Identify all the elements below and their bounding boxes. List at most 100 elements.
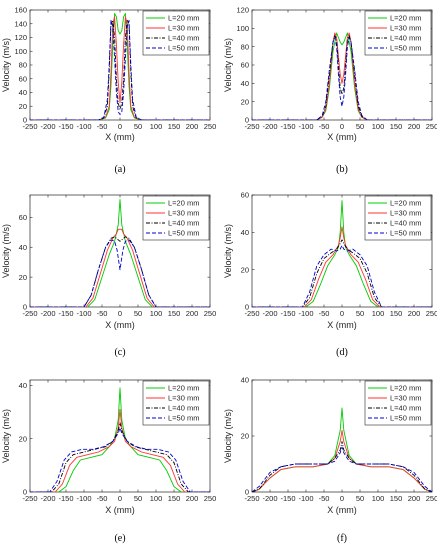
x-tick-label: 200: [408, 494, 421, 503]
x-tick-label: 0: [340, 494, 344, 503]
y-tick-label: 100: [236, 24, 249, 33]
legend-entry-label: L=50 mm: [390, 44, 421, 53]
y-tick-label: 60: [19, 74, 27, 83]
x-tick-label: 150: [390, 122, 403, 131]
x-tick-label: -50: [97, 309, 108, 318]
x-tick-label: 150: [168, 122, 181, 131]
x-axis-label: X (mm): [327, 505, 357, 515]
series-line-3: [252, 441, 432, 492]
x-tick-label: 50: [356, 122, 364, 131]
series-lines: [30, 199, 210, 307]
y-tick-label: 60: [241, 61, 249, 70]
x-tick-label: 50: [134, 122, 142, 131]
x-tick-label: -250: [244, 309, 259, 318]
x-tick-label: 250: [426, 494, 437, 503]
legend-entry-label: L=50 mm: [168, 44, 199, 53]
x-tick-label: -50: [97, 494, 108, 503]
y-tick-label: 40: [19, 88, 27, 97]
series-line-4: [252, 37, 432, 120]
x-tick-label: 0: [118, 122, 122, 131]
series-line-4: [30, 19, 210, 120]
x-tick-label: 0: [340, 309, 344, 318]
chart-panel-c: -250 -200 -150 -100 -50 0 50 100 150 200 250 0 20 40 6…: [1, 194, 217, 358]
x-tick-label: -100: [298, 494, 313, 503]
y-tick-label: 20: [19, 273, 27, 282]
y-tick-label: 120: [14, 33, 27, 42]
y-tick-label: 0: [23, 303, 27, 312]
x-tick-label: -150: [280, 122, 295, 131]
y-tick-label: 20: [241, 432, 249, 441]
legend-entry-label: L=40 mm: [168, 404, 199, 413]
series-line-4: [30, 239, 210, 307]
y-tick-label: 20: [241, 97, 249, 106]
chart-panel-a: -250 -200 -150 -100 -50 0 50 100 150 200 250 0 20 40 6…: [1, 6, 216, 175]
y-tick-label: 40: [19, 243, 27, 252]
legend-entry-label: L=50 mm: [390, 229, 421, 238]
x-tick-label: -100: [76, 122, 91, 131]
x-tick-label: -150: [280, 494, 295, 503]
x-tick-label: -250: [22, 494, 37, 503]
x-tick-label: 0: [118, 494, 122, 503]
y-tick-label: 40: [241, 228, 249, 237]
x-tick-label: 100: [150, 494, 163, 503]
legend-entry-label: L=30 mm: [168, 394, 199, 403]
legend-entry-label: L=40 mm: [390, 34, 421, 43]
legend-entry-label: L=40 mm: [390, 404, 421, 413]
panel-label: (a): [114, 164, 125, 175]
y-tick-label: 20: [241, 265, 249, 274]
legend: L=20 mmL=30 mmL=40 mmL=50 mm: [364, 380, 432, 426]
legend-entry-label: L=30 mm: [390, 209, 421, 218]
series-line-1: [30, 12, 210, 120]
series-line-2: [252, 32, 432, 120]
x-tick-label: -250: [22, 122, 37, 131]
y-tick-label: 80: [241, 42, 249, 51]
x-tick-label: -200: [262, 122, 277, 131]
y-tick-label: 80: [19, 61, 27, 70]
x-tick-label: -50: [97, 122, 108, 131]
y-tick-label: 140: [14, 19, 27, 28]
x-axis-label: X (mm): [105, 132, 135, 142]
x-tick-label: 200: [408, 309, 421, 318]
x-tick-label: -250: [244, 122, 259, 131]
x-tick-label: 200: [408, 122, 421, 131]
x-tick-label: -200: [262, 309, 277, 318]
y-tick-label: 60: [241, 191, 249, 200]
x-tick-label: -100: [298, 122, 313, 131]
x-tick-label: 0: [340, 122, 344, 131]
y-tick-label: 40: [241, 376, 249, 385]
x-tick-label: -100: [298, 309, 313, 318]
legend-entry-label: L=40 mm: [168, 34, 199, 43]
x-tick-label: 250: [204, 309, 217, 318]
x-tick-label: 250: [426, 122, 437, 131]
x-tick-label: -200: [40, 122, 55, 131]
legend-entry-label: L=30 mm: [168, 24, 199, 33]
y-tick-label: 0: [23, 116, 27, 125]
y-tick-label: 0: [245, 303, 249, 312]
panel-label: (d): [336, 347, 348, 358]
series-lines: [252, 32, 432, 120]
y-tick-label: 100: [14, 47, 27, 56]
panel-label: (e): [114, 533, 125, 544]
x-tick-label: -100: [76, 494, 91, 503]
series-line-1: [252, 32, 432, 120]
x-axis-label: X (mm): [105, 505, 135, 515]
series-lines: [252, 407, 432, 492]
series-line-2: [252, 429, 432, 492]
x-tick-label: 200: [186, 494, 199, 503]
y-tick-label: 20: [19, 434, 27, 443]
x-tick-label: 250: [204, 494, 217, 503]
series-line-1: [30, 199, 210, 307]
legend-entry-label: L=20 mm: [390, 14, 421, 23]
y-tick-label: 20: [19, 102, 27, 111]
series-line-1: [30, 387, 210, 492]
y-axis-label: Velocity (m/s): [223, 224, 233, 278]
panel-label: (f): [337, 533, 347, 544]
legend-entry-label: L=50 mm: [390, 414, 421, 423]
legend-entry-label: L=50 mm: [168, 229, 199, 238]
x-tick-label: 100: [372, 122, 385, 131]
series-line-2: [252, 226, 432, 307]
x-axis-label: X (mm): [327, 320, 357, 330]
x-tick-label: -150: [58, 122, 73, 131]
series-line-3: [30, 422, 210, 492]
x-tick-label: -250: [22, 309, 37, 318]
